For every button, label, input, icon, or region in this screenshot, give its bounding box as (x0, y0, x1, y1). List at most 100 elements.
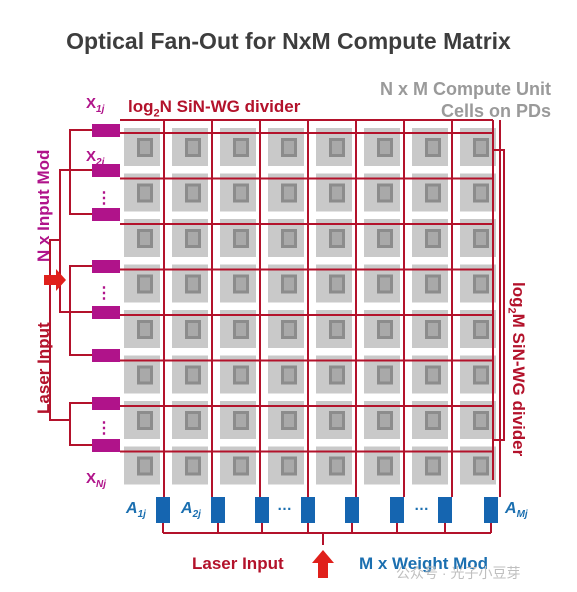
photodiode-core (428, 277, 438, 291)
input-modulator (92, 397, 120, 410)
photodiode-core (332, 232, 342, 245)
photodiode-core (428, 232, 438, 245)
photodiode-core (236, 368, 246, 382)
input-label-xn-sub: Nj (96, 479, 107, 490)
weight-label-am: AMj (505, 500, 528, 520)
diagram-title: Optical Fan-Out for NxM Compute Matrix (66, 28, 511, 54)
photodiode-core (332, 186, 342, 200)
photodiode-core (140, 186, 150, 200)
photodiode-core (332, 459, 342, 473)
photodiode-core (188, 141, 198, 154)
photodiode-core (284, 186, 294, 200)
top-divider-sub: 2 (153, 107, 160, 120)
input-label-x2-base: X (86, 148, 97, 165)
photodiode-core (380, 141, 390, 154)
photodiode-core (140, 277, 150, 291)
weight-dots-2: … (414, 497, 429, 514)
input-mod-vertical-label: N x Input Mod (34, 149, 53, 262)
weight-mod-label: M x Weight Mod (359, 554, 489, 573)
photodiode-core (236, 277, 246, 291)
weight-modulator (390, 497, 404, 523)
photodiode-core (332, 323, 342, 336)
bottom-laser-arrow (312, 550, 334, 578)
photodiode-core (380, 368, 390, 382)
photodiode-core (140, 459, 150, 473)
input-dots-2: ⋮ (96, 285, 112, 302)
photodiode-core (188, 459, 198, 473)
input-label-x1-base: X (86, 95, 97, 112)
top-divider-label: log2N SiN-WG divider (128, 97, 300, 119)
weight-modulator (484, 497, 498, 523)
input-label-xn: XNj (86, 470, 106, 490)
weight-dots-1: … (277, 497, 292, 514)
input-label-x1: X1j (86, 95, 104, 115)
photodiode-core (284, 459, 294, 473)
photodiode-core (380, 186, 390, 200)
photodiode-core (188, 368, 198, 382)
photodiode-core (140, 232, 150, 245)
weight-modulator (301, 497, 315, 523)
weight-label-a1-base: A (126, 500, 138, 517)
weight-modulator (345, 497, 359, 523)
right-divider-prefix: log (509, 282, 528, 308)
compute-unit-label-line2: Cells on PDs (440, 101, 551, 121)
left-tree-e (69, 402, 80, 446)
photodiode-core (380, 277, 390, 291)
photodiode-core (380, 414, 390, 427)
input-label-x1-sub: 1j (96, 104, 105, 115)
photodiode-core (380, 459, 390, 473)
photodiode-core (428, 141, 438, 154)
photodiode-core (284, 141, 294, 154)
photodiode-core (476, 368, 486, 382)
watermark: 公众号 · 光子小豆芽 (396, 565, 521, 581)
photodiode-core (428, 368, 438, 382)
input-label-xn-base: X (86, 470, 97, 487)
photodiode-core (140, 414, 150, 427)
photodiode-core (476, 277, 486, 291)
photodiode-core (284, 368, 294, 382)
right-divider-suffix: M SiN-WG divider (509, 313, 528, 457)
photodiode-core (140, 368, 150, 382)
weight-modulator (255, 497, 269, 523)
photodiode-core (476, 186, 486, 200)
right-tree (493, 149, 505, 441)
weight-label-a2: A2j (181, 500, 201, 520)
photodiode-core (476, 232, 486, 245)
photodiode-core (284, 232, 294, 245)
top-divider-suffix: N SiN-WG divider (159, 97, 301, 116)
photodiode-core (188, 186, 198, 200)
compute-unit-label: N x M Compute Unit Cells on PDs (380, 78, 551, 122)
top-divider-prefix: log (128, 97, 154, 116)
input-modulator (92, 439, 120, 452)
weight-label-am-sub: Mj (516, 509, 528, 521)
photodiode-core (236, 232, 246, 245)
photodiode-core (380, 323, 390, 336)
left-tree-g (49, 239, 70, 421)
photodiode-core (188, 232, 198, 245)
input-modulator (92, 124, 120, 137)
photodiode-core (284, 277, 294, 291)
weight-modulator (156, 497, 170, 523)
photodiode-core (188, 277, 198, 291)
weight-modulator (438, 497, 452, 523)
photodiode-core (332, 414, 342, 427)
laser-input-vertical-label: Laser Input (34, 322, 53, 414)
weight-label-a1-sub: 1j (137, 509, 146, 521)
input-modulator (92, 306, 120, 319)
photodiode-core (236, 186, 246, 200)
left-tree-f (59, 169, 70, 313)
photodiode-core (140, 323, 150, 336)
photodiode-core (236, 323, 246, 336)
input-modulator (92, 349, 120, 362)
weight-modulator (211, 497, 225, 523)
photodiode-core (332, 277, 342, 291)
photodiode-core (140, 141, 150, 154)
left-tree-c (69, 265, 80, 356)
left-tree-a (69, 129, 80, 215)
photodiode-core (476, 459, 486, 473)
photodiode-core (332, 141, 342, 154)
photodiode-core (188, 323, 198, 336)
input-dots-3: ⋮ (96, 420, 112, 437)
input-modulator (92, 260, 120, 273)
